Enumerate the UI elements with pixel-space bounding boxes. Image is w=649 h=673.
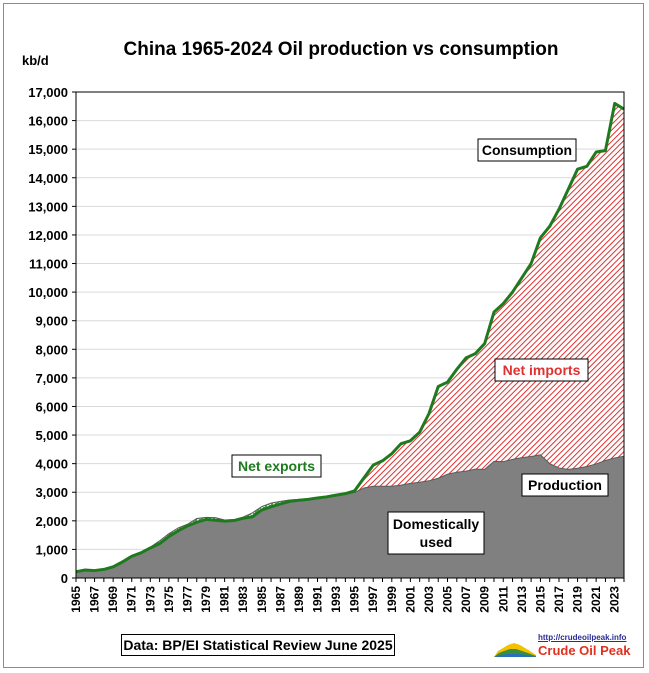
consumption-label-text: Consumption [482, 142, 572, 158]
x-tick-label: 1973 [143, 586, 157, 613]
y-tick-label: 11,000 [29, 257, 68, 272]
y-tick-label: 5,000 [35, 428, 68, 443]
x-tick-label: 1971 [125, 586, 139, 613]
net-imports-area [549, 209, 560, 469]
net-imports-area [595, 150, 606, 465]
oil-peak-logo-icon [494, 643, 536, 657]
net-imports-area [456, 357, 467, 473]
net-imports-area [605, 103, 615, 461]
x-tick-label: 2005 [441, 586, 455, 613]
net-imports-area [465, 353, 476, 472]
net-imports-area [530, 237, 541, 457]
x-tick-label: 2001 [403, 586, 417, 613]
net-imports-label: Net imports [494, 358, 589, 382]
x-tick-label: 1993 [329, 586, 343, 613]
domestically-used-text: Domestically [393, 516, 480, 532]
x-tick-label: 1995 [348, 586, 362, 613]
chart-title: China 1965-2024 Oil production vs consum… [124, 39, 559, 60]
x-tick-label: 1979 [199, 586, 213, 613]
net-imports-area [614, 102, 625, 459]
y-tick-label: 7,000 [35, 371, 68, 386]
x-tick-label: 1965 [69, 586, 83, 613]
net-imports-label-box [494, 358, 589, 382]
net-imports-area [437, 381, 448, 479]
y-tick-label: 9,000 [35, 314, 68, 329]
x-tick-labels: 1965 1967 1969 1971 1973 1975 1977 1979 1981 1983… [69, 586, 622, 613]
domestically-used-text: used [420, 534, 453, 550]
x-tick-label: 1975 [162, 586, 176, 613]
x-tick-label: 2007 [459, 586, 473, 613]
net-imports-area [493, 302, 504, 462]
plot-areas [75, 101, 625, 578]
y-tick-label: 8,000 [35, 342, 68, 357]
axes [72, 91, 625, 582]
x-tick-label: 1981 [218, 586, 232, 613]
production-label-box [521, 473, 609, 497]
x-tick-label: 2015 [533, 586, 547, 613]
net-imports-area [540, 225, 550, 465]
x-tick-label: 2021 [589, 586, 603, 613]
net-imports-area [475, 342, 485, 470]
y-tick-label: 16,000 [28, 114, 68, 129]
y-tick-label: 2,000 [35, 514, 68, 529]
x-tick-label: 1977 [180, 586, 194, 613]
net-imports-area [577, 165, 588, 469]
net-exports-label-text: Net exports [238, 458, 315, 474]
x-tick-label: 2013 [515, 586, 529, 613]
y-tick-labels: 0 1,000 2,000 3,000 4,000 5,000 6,000 7,000 8,00… [28, 85, 68, 586]
x-tick-label: 1989 [292, 586, 306, 613]
x-tick-label: 1983 [236, 586, 250, 613]
x-tick-label: 1999 [385, 586, 399, 613]
y-tick-label: 10,000 [28, 285, 68, 300]
net-imports-area [447, 368, 458, 475]
plot-border [75, 91, 625, 579]
x-tick-label: 2023 [608, 586, 622, 613]
x-tick-label: 2017 [552, 586, 566, 613]
net-imports-area [586, 151, 597, 467]
x-tick-label: 2009 [478, 586, 492, 613]
net-imports-area [558, 189, 569, 470]
y-tick-label: 1,000 [35, 542, 68, 557]
domestically-used-label: Domestically used [387, 511, 485, 555]
x-tick-label: 2011 [496, 586, 510, 612]
y-tick-label: 3,000 [35, 485, 68, 500]
y-tick-label: 15,000 [28, 142, 68, 157]
y-tick-label: 17,000 [28, 85, 68, 100]
logo-name: Crude Oil Peak [538, 643, 631, 658]
x-tick-label: 1997 [366, 586, 380, 613]
y-tick-label: 0 [61, 571, 68, 586]
consumption-label-box [477, 138, 577, 162]
source-note: Data: BP/EI Statistical Review June 2025 [121, 634, 395, 656]
net-exports-label: Net exports [231, 454, 322, 478]
annotations: Consumption Net imports Net exports Product… [231, 138, 609, 555]
net-imports-area [568, 169, 578, 470]
y-tick-label: 14,000 [28, 171, 68, 186]
consumption-label: Consumption [477, 138, 577, 162]
net-imports-label-text: Net imports [503, 362, 581, 378]
logo-url[interactable]: http://crudeoilpeak.info [538, 633, 627, 642]
x-tick-label: 1969 [106, 586, 120, 613]
domestically-used-box [387, 511, 485, 555]
production-area [76, 454, 624, 578]
net-imports-area [400, 440, 411, 486]
net-exports-label-box [231, 454, 322, 478]
y-tick-label: 6,000 [35, 399, 68, 414]
y-tick-label: 4,000 [35, 457, 68, 472]
x-tick-label: 2019 [571, 586, 585, 613]
y-tick-label: 12,000 [28, 228, 68, 243]
x-tick-label: 1987 [273, 586, 287, 613]
y-tick-label: 13,000 [28, 199, 68, 214]
x-tick-label: 1967 [88, 586, 102, 613]
production-label-text: Production [528, 477, 602, 493]
production-label: Production [521, 473, 609, 497]
x-tick-label: 1985 [255, 586, 269, 613]
crude-oil-peak-logo[interactable]: http://crudeoilpeak.info Crude Oil Peak [494, 633, 634, 659]
consumption-line [75, 101, 625, 574]
x-tick-label: 1991 [310, 586, 324, 613]
x-tick-label: 2003 [422, 586, 436, 613]
y-axis-label: kb/d [22, 53, 49, 68]
